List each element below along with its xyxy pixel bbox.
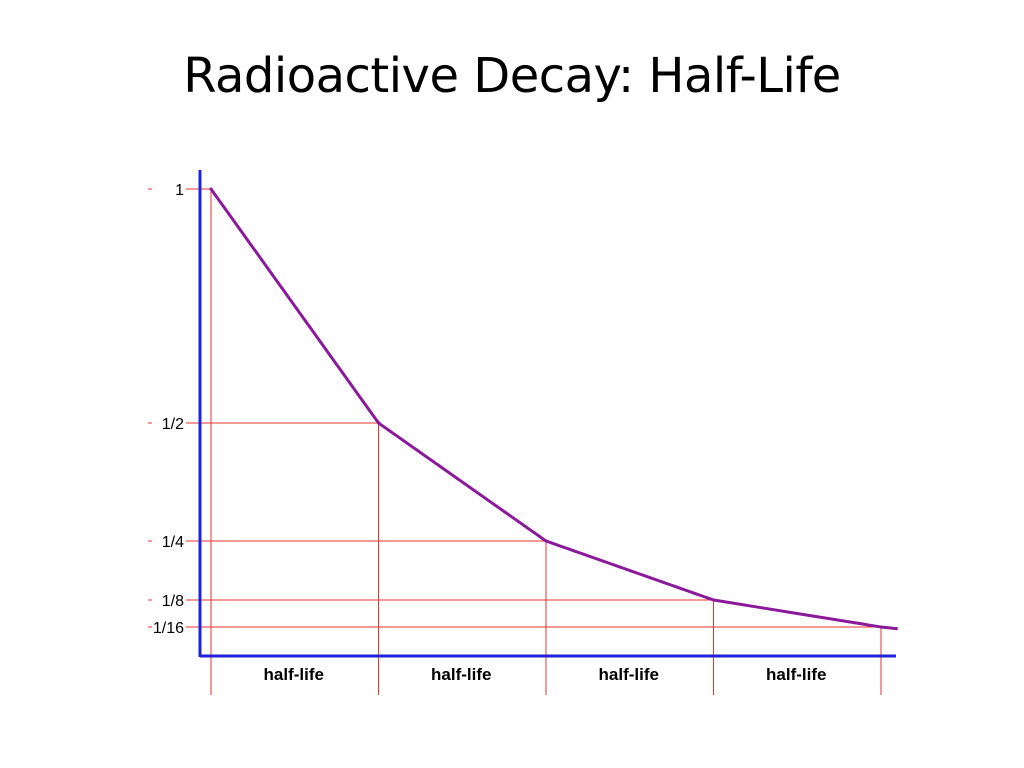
- y-tick-label: 1/16: [153, 620, 184, 637]
- decay-curve: [209, 188, 898, 631]
- data-point: [377, 421, 380, 425]
- y-tick-label: 1/2: [162, 416, 184, 433]
- y-tick-label: 1/4: [162, 534, 184, 551]
- x-category-label: half-life: [264, 665, 324, 684]
- x-category-label: half-life: [431, 665, 491, 684]
- x-category-label: half-life: [599, 665, 659, 684]
- data-point: [209, 187, 213, 191]
- y-tick-label: 1/8: [162, 593, 184, 610]
- data-point: [879, 625, 883, 629]
- data-point: [544, 539, 548, 543]
- data-point: [712, 598, 715, 602]
- slide-title: Radioactive Decay: Half-Life: [183, 48, 841, 104]
- x-category-label: half-life: [766, 665, 826, 684]
- y-tick-label: 1: [175, 182, 184, 199]
